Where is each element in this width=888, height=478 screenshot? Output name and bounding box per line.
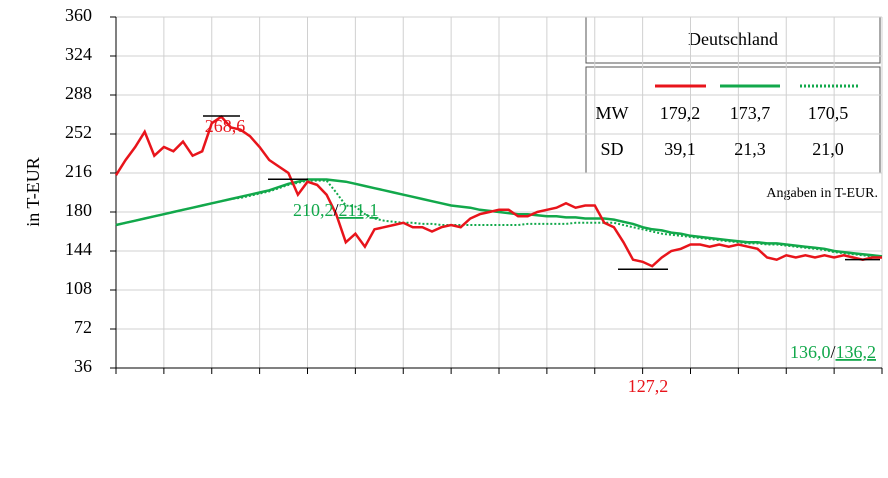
stat-value: 170,5	[808, 103, 849, 123]
series-line	[114, 115, 882, 268]
series-line	[115, 178, 883, 258]
y-tick-label: 252	[65, 122, 92, 142]
y-tick-label: 72	[74, 317, 92, 337]
y-tick-label: 360	[65, 5, 92, 25]
annotation-value: 136,2	[836, 342, 877, 362]
y-tick-label: 216	[65, 161, 92, 181]
y-tick-label: 180	[65, 200, 92, 220]
annotation-value: 136,0	[790, 342, 831, 362]
row-label: SD	[600, 139, 623, 159]
y-tick-label: 144	[65, 239, 92, 259]
stat-value: 173,7	[730, 103, 771, 123]
row-label: MW	[596, 103, 629, 123]
y-tick-label: 288	[65, 83, 92, 103]
stat-value: 21,0	[812, 139, 844, 159]
annotation-value: 268,6	[205, 116, 246, 136]
y-tick-label: 36	[74, 356, 92, 376]
y-tick-label: 108	[65, 278, 92, 298]
annotation: 136,0/136,2	[790, 342, 876, 362]
unit-note: Angaben in T-EUR.	[766, 186, 878, 201]
y-tick-label: 324	[65, 44, 92, 64]
annotation-separator: /	[830, 342, 835, 362]
y-axis-label: in T-EUR	[23, 157, 43, 227]
annotation-value: 211,1	[339, 200, 379, 220]
stat-value: 39,1	[664, 139, 696, 159]
annotation-value: 210,2	[293, 200, 334, 220]
table-title-box	[585, 16, 881, 64]
annotation: 127,2	[628, 376, 669, 396]
annotation: 210,2/211,1	[293, 200, 378, 220]
annotation-value: 127,2	[628, 376, 669, 396]
stat-value: 21,3	[734, 139, 766, 159]
annotation: 268,6	[205, 116, 246, 136]
annotation-separator: /	[334, 200, 339, 220]
table-title: Deutschland	[688, 29, 778, 49]
stat-value: 179,2	[660, 103, 701, 123]
